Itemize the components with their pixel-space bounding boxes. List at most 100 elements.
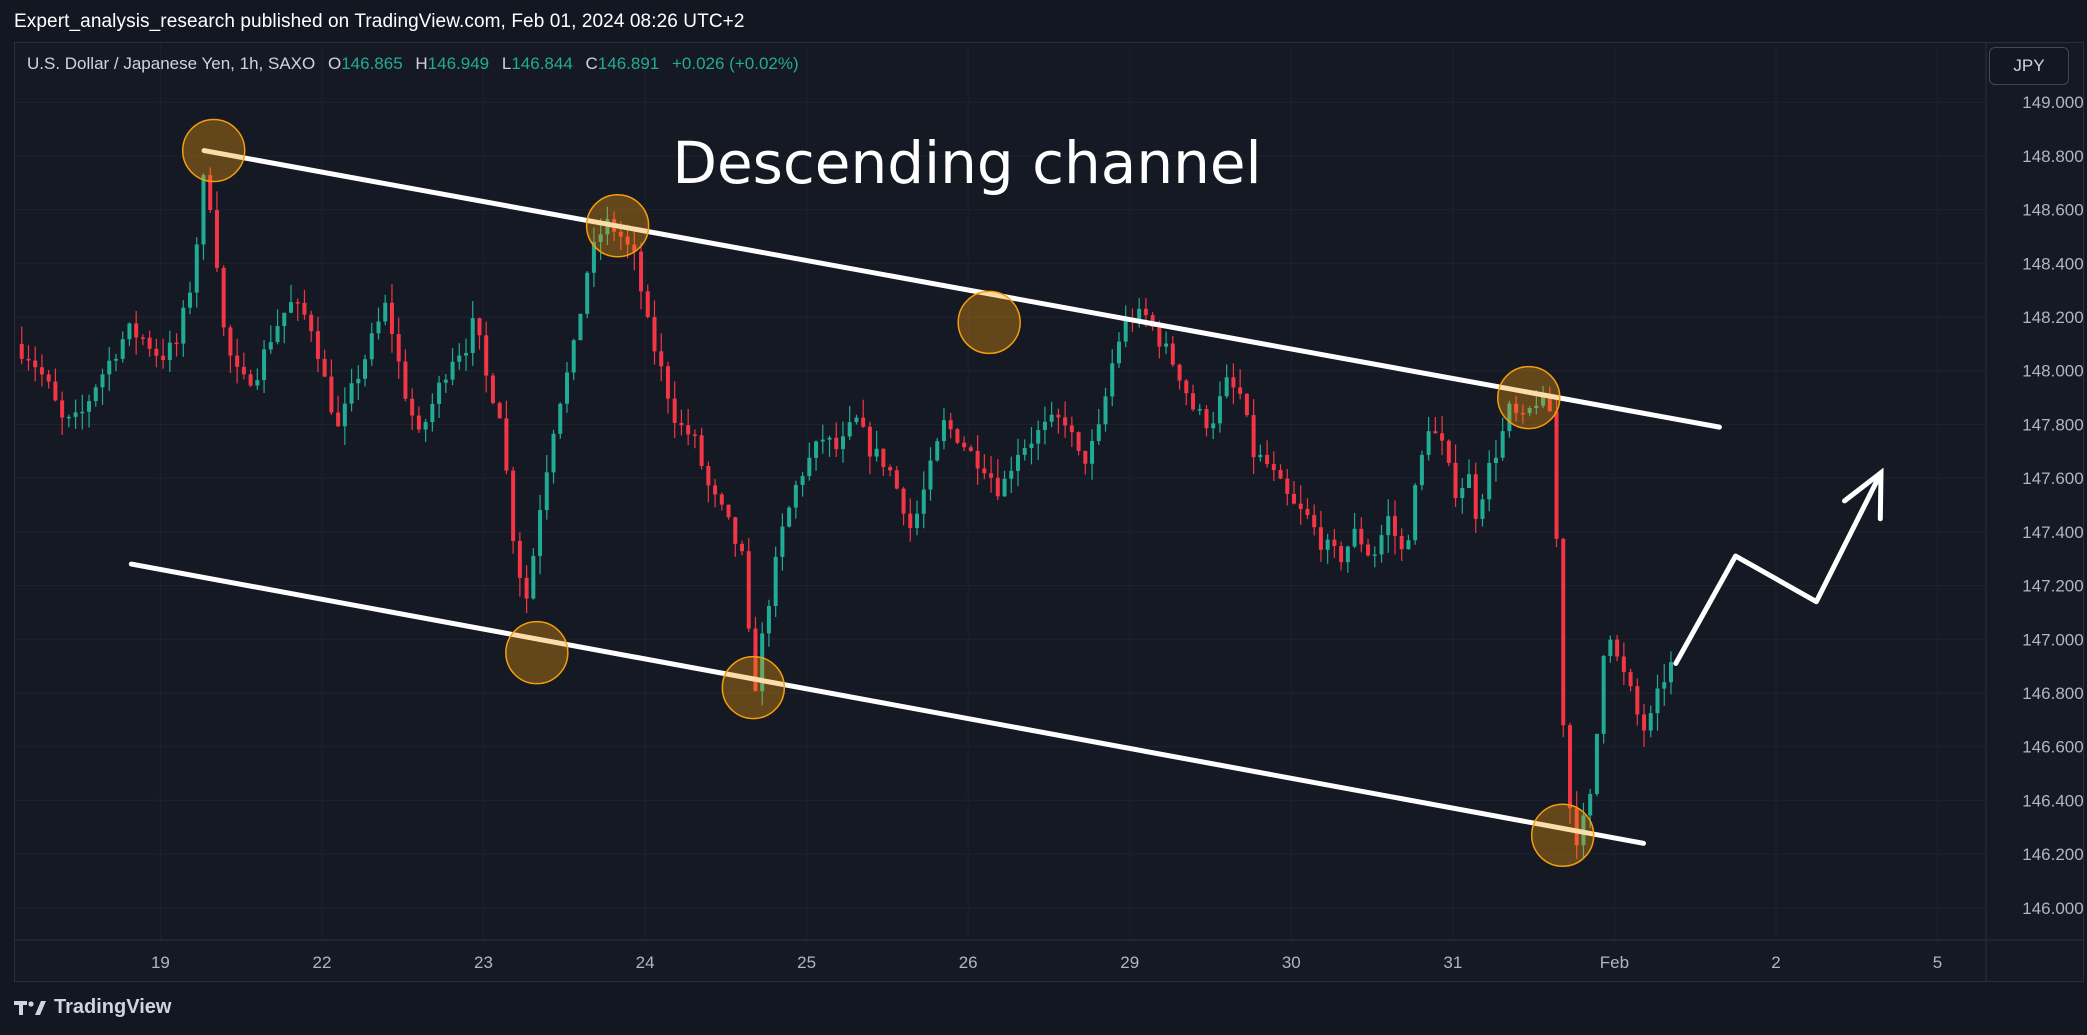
candle-body <box>531 555 536 599</box>
candle-body <box>336 412 341 427</box>
candle-body <box>1090 440 1095 464</box>
candle-body <box>1305 508 1310 516</box>
candle-body <box>1157 326 1162 347</box>
open-label: O <box>327 54 342 73</box>
time-tick-label: 24 <box>636 953 655 972</box>
chart-panel[interactable] <box>14 42 2084 982</box>
candle-body <box>167 342 172 361</box>
candle-body <box>450 361 455 380</box>
touch-point-marker[interactable] <box>957 290 1021 355</box>
candle-body <box>780 526 785 557</box>
candle-body <box>1648 713 1653 731</box>
candle-body <box>618 231 623 237</box>
candle-body <box>53 381 58 401</box>
forecast-path[interactable] <box>1673 470 1884 666</box>
candle-body <box>901 488 906 514</box>
candles <box>19 167 1673 859</box>
candle-body <box>1110 363 1115 397</box>
candle-body <box>740 543 745 552</box>
candle-body <box>396 334 401 362</box>
candle-body <box>221 267 226 328</box>
candle-body <box>383 302 388 322</box>
candle-body <box>194 244 199 293</box>
candle-body <box>1177 364 1182 381</box>
close-label: C <box>585 54 598 73</box>
candle-body <box>1446 440 1451 463</box>
candle-body <box>33 360 38 368</box>
open-value: 146.865 <box>341 54 403 73</box>
candle-body <box>1123 319 1128 342</box>
candle-body <box>1291 493 1296 504</box>
price-tick-label: 146.800 <box>2022 684 2083 703</box>
candle-body <box>1116 341 1121 364</box>
candle-body <box>840 436 845 450</box>
forecast-arrowhead[interactable] <box>1842 467 1884 522</box>
grid-lines <box>14 42 2084 982</box>
candle-body <box>1184 380 1189 394</box>
candle-body <box>457 355 462 362</box>
candle-body <box>793 484 798 508</box>
candle-body <box>706 465 711 486</box>
time-tick-label: 30 <box>1282 953 1301 972</box>
candle-body <box>753 628 758 692</box>
candle-body <box>1318 527 1323 550</box>
candle-body <box>1527 407 1532 414</box>
candle-body <box>1392 516 1397 536</box>
candle-body <box>625 236 630 245</box>
candle-body <box>645 291 650 318</box>
candle-body <box>1386 516 1391 536</box>
candle-body <box>847 422 852 437</box>
touch-point-marker[interactable] <box>181 118 246 183</box>
candle-body <box>814 441 819 458</box>
candle-body <box>1217 396 1222 424</box>
candle-body <box>935 441 940 461</box>
candle-body <box>1413 485 1418 541</box>
candle-body <box>1608 639 1613 656</box>
candle-body <box>1191 393 1196 410</box>
candle-body <box>154 348 159 356</box>
candle-body <box>309 314 314 332</box>
currency-button[interactable]: JPY <box>1989 47 2069 85</box>
price-tick-label: 149.000 <box>2022 93 2083 112</box>
touch-point-marker[interactable] <box>585 193 650 258</box>
candle-body <box>73 412 78 417</box>
tradingview-logo[interactable]: TradingView <box>14 996 171 1019</box>
candle-body <box>941 420 946 442</box>
price-tick-label: 146.600 <box>2022 738 2083 757</box>
touch-point-marker[interactable] <box>721 655 786 720</box>
candle-body <box>834 437 839 450</box>
candle-body <box>652 317 657 352</box>
candle-body <box>639 251 644 292</box>
candle-body <box>1628 672 1633 687</box>
high-value: 146.949 <box>427 54 490 73</box>
candle-body <box>659 351 664 367</box>
channel-upper-line[interactable] <box>201 148 1722 430</box>
candle-body <box>1143 308 1148 316</box>
candle-body <box>1453 462 1458 499</box>
candle-body <box>854 417 859 423</box>
candle-body <box>1298 503 1303 509</box>
touch-point-marker[interactable] <box>505 620 569 685</box>
candle-body <box>679 422 684 426</box>
candle-body <box>874 448 879 457</box>
candle-body <box>1002 478 1007 497</box>
candle-body <box>1278 470 1283 479</box>
candle-body <box>800 476 805 485</box>
candle-body <box>989 473 994 478</box>
candle-body <box>538 510 543 556</box>
candle-body <box>881 448 886 468</box>
touch-point-marker[interactable] <box>1530 803 1595 868</box>
channel-lower-line[interactable] <box>128 561 1646 846</box>
touch-point-marker[interactable] <box>1497 365 1561 430</box>
candle-body <box>1265 454 1270 465</box>
candle-body <box>598 234 603 242</box>
candle-body <box>861 417 866 427</box>
candle-body <box>962 442 967 448</box>
high-label: H <box>415 54 428 73</box>
time-tick-label: 31 <box>1443 953 1462 972</box>
candle-body <box>517 540 522 578</box>
candle-body <box>746 551 751 629</box>
candle-body <box>1554 411 1559 539</box>
candle-body <box>107 360 112 375</box>
